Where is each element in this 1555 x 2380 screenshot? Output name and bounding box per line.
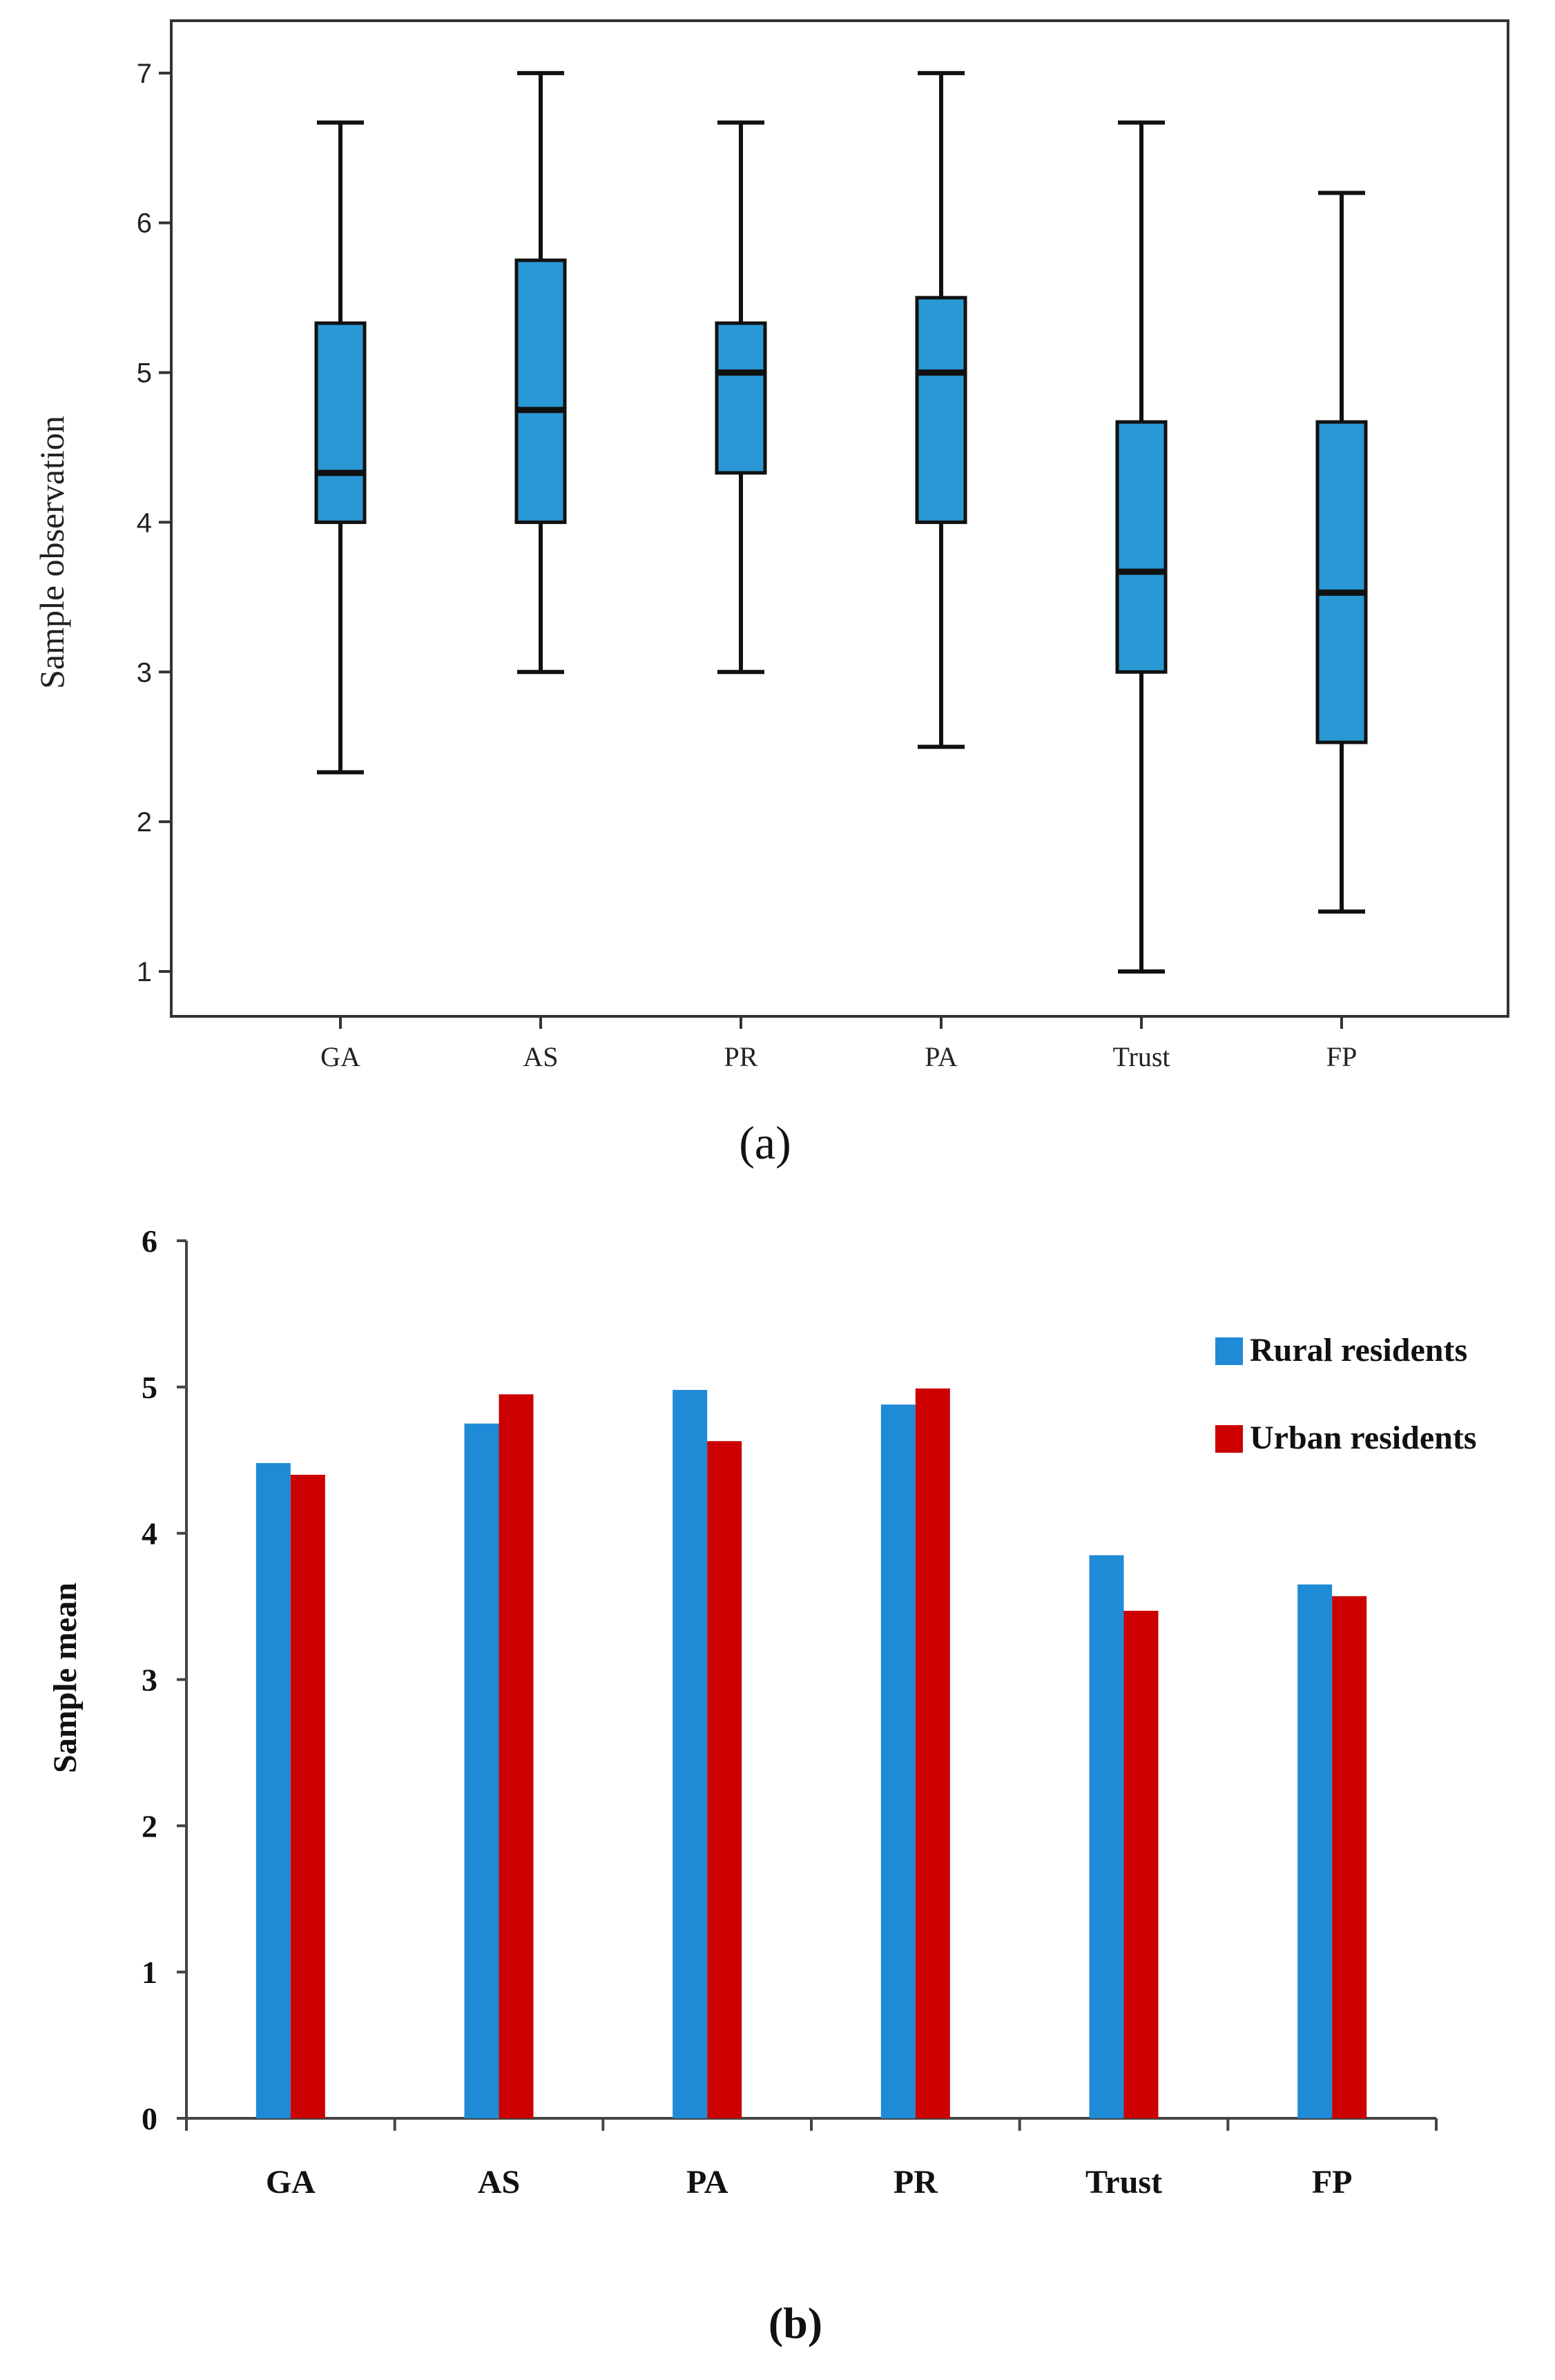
y-tick-label: 5 — [137, 358, 152, 389]
iqr-box — [915, 296, 967, 524]
iqr-box — [1315, 420, 1368, 744]
legend-swatch-urban — [1215, 1425, 1243, 1453]
y-tick-label: 6 — [142, 1223, 157, 1259]
y-tick-label: 3 — [137, 657, 152, 688]
box-pr — [715, 120, 767, 675]
x-tick-label: Trust — [1085, 2164, 1162, 2200]
iqr-box — [715, 321, 767, 475]
y-tick-label: 4 — [137, 507, 152, 538]
x-tick-label: FP — [1312, 2164, 1353, 2200]
bar-rural-ga — [255, 1462, 291, 2118]
boxplot-frame — [170, 19, 1509, 1018]
bar-rural-pa — [673, 1390, 708, 2118]
boxplot-y-axis-label: Sample observation — [32, 416, 71, 689]
bar-series — [255, 1388, 1367, 2118]
y-tick-label: 5 — [142, 1370, 157, 1405]
bar-rural-trust — [1089, 1555, 1124, 2118]
legend-swatch-rural — [1215, 1337, 1243, 1365]
x-tick-label: AS — [523, 1041, 558, 1072]
x-tick-label: PR — [724, 1041, 758, 1072]
y-tick-label: 1 — [142, 1955, 157, 1990]
bar-rural-fp — [1297, 1584, 1333, 2118]
boxplot-panel: 1 2 3 4 5 6 7 GA AS PR PA Trust FP Sample observati… — [32, 19, 1509, 1169]
bar-y-axis: 0 1 2 3 4 5 6 — [142, 1223, 188, 2136]
bar-rural-as — [464, 1423, 499, 2118]
box-ga — [314, 120, 367, 775]
box-trust — [1115, 120, 1168, 974]
bar-urban-pr — [915, 1388, 950, 2118]
bar-rural-pr — [880, 1404, 916, 2118]
box-as — [514, 70, 567, 675]
bar-x-axis: GA AS PA PR Trust FP — [185, 2117, 1438, 2200]
y-tick-label: 2 — [142, 1808, 157, 1844]
panel-a-label: (a) — [739, 1116, 791, 1169]
x-tick-label: FP — [1326, 1041, 1358, 1072]
y-tick-label: 1 — [137, 957, 152, 987]
bar-urban-as — [499, 1394, 534, 2118]
bar-y-axis-label: Sample mean — [47, 1583, 84, 1773]
box-fp — [1315, 191, 1368, 914]
y-tick-label: 6 — [137, 209, 152, 239]
iqr-box — [314, 321, 367, 524]
bar-chart-panel: 0 1 2 3 4 5 6 GA AS PA PR Trust FP Rural residents U… — [47, 1223, 1476, 2348]
boxplot-boxes — [314, 70, 1368, 974]
bar-urban-trust — [1123, 1610, 1159, 2118]
box-pa — [915, 70, 967, 749]
iqr-box — [1115, 420, 1168, 674]
x-tick-label: PA — [686, 2164, 728, 2200]
y-tick-label: 7 — [137, 59, 152, 89]
bar-urban-fp — [1332, 1596, 1367, 2118]
bar-urban-pa — [707, 1441, 742, 2118]
y-tick-label: 0 — [142, 2101, 157, 2136]
legend: Rural residents Urban residents — [1215, 1332, 1476, 1456]
y-tick-label: 2 — [137, 807, 152, 838]
y-tick-label: 3 — [142, 1663, 157, 1698]
y-tick-label: 4 — [142, 1516, 157, 1551]
panel-b-label: (b) — [769, 2299, 822, 2348]
x-tick-label: AS — [478, 2164, 520, 2200]
x-tick-label: PR — [894, 2164, 938, 2200]
x-tick-label: GA — [266, 2164, 316, 2200]
boxplot-x-axis: GA AS PR PA Trust FP — [320, 1016, 1357, 1072]
x-tick-label: GA — [320, 1041, 360, 1072]
boxplot-y-axis: 1 2 3 4 5 6 7 — [137, 59, 171, 987]
legend-label-rural: Rural residents — [1250, 1332, 1467, 1368]
bar-urban-ga — [290, 1474, 325, 2118]
iqr-box — [514, 258, 567, 524]
x-tick-label: Trust — [1112, 1041, 1170, 1072]
x-tick-label: PA — [925, 1041, 958, 1072]
legend-label-urban: Urban residents — [1250, 1420, 1476, 1456]
